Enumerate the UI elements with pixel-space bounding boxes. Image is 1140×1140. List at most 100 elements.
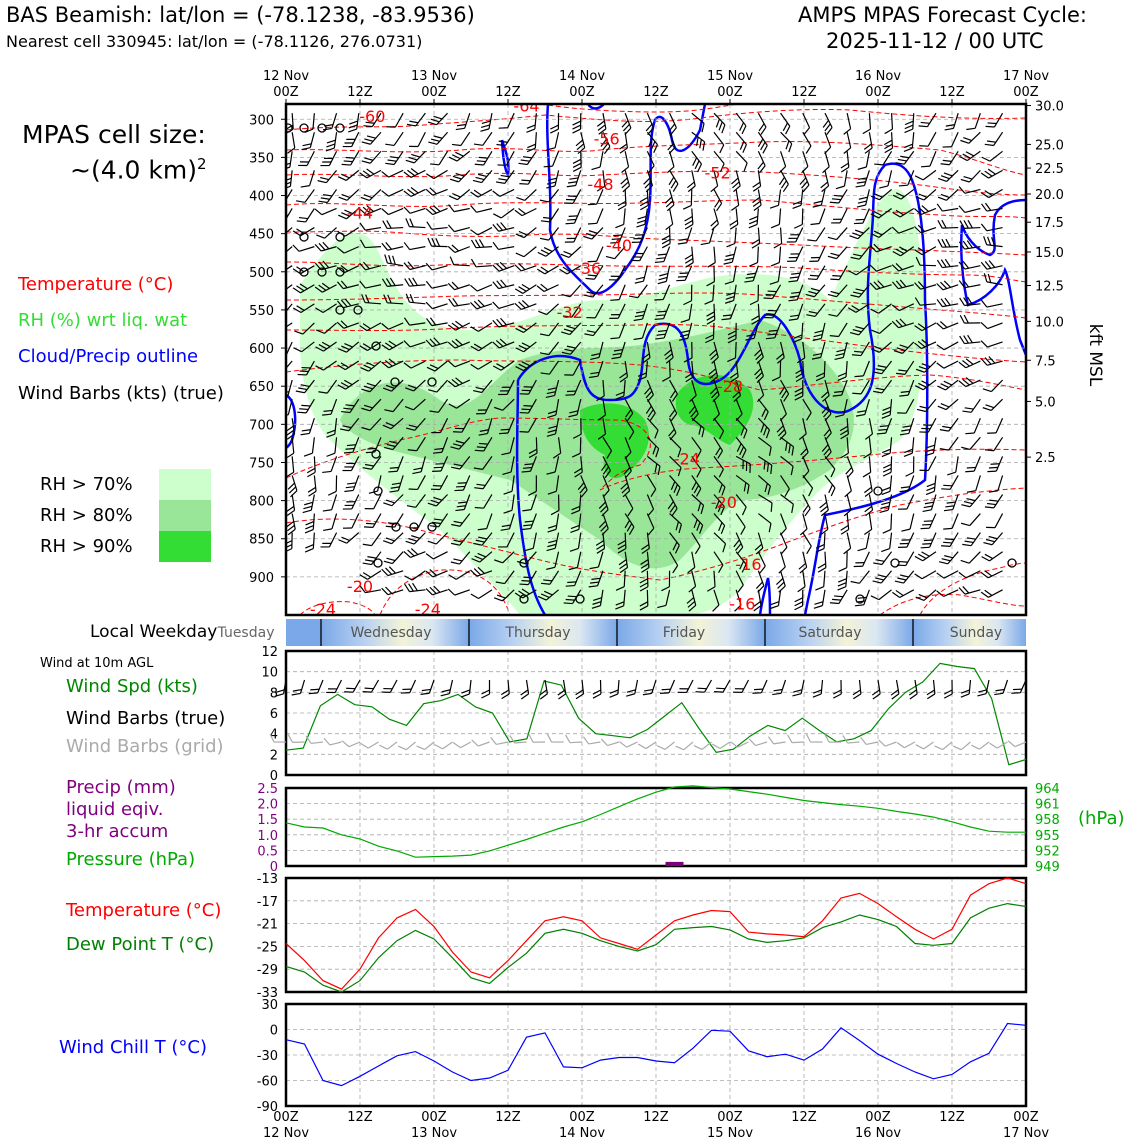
wind-barb: [307, 475, 317, 497]
barb-staff: [459, 532, 471, 546]
barb-staff: [691, 532, 701, 547]
barb-flag: [569, 410, 579, 414]
barb-staff: [488, 113, 493, 129]
wind-barb: [960, 513, 981, 527]
wind-barb: [727, 322, 737, 344]
barb-flag: [496, 318, 504, 327]
wind-barb: [477, 513, 493, 531]
barb-flag: [288, 486, 297, 494]
barb-flag: [474, 239, 481, 248]
barb-flag: [308, 692, 318, 695]
wind-barb: [966, 475, 981, 493]
barb-flag: [292, 244, 300, 252]
wind-barb: [798, 551, 808, 574]
barb-flag: [602, 466, 610, 475]
barb-flag: [573, 467, 583, 474]
top-axis-day: 16 Nov: [855, 69, 901, 84]
barb-flag: [387, 294, 392, 304]
barb-flag: [937, 220, 943, 229]
barb-flag: [364, 138, 374, 142]
wind-barb: [615, 208, 626, 229]
legend-rh70-swatch: [159, 469, 211, 500]
barb-staff: [352, 475, 360, 491]
wind-barb: [691, 131, 706, 151]
barb-flag: [620, 482, 628, 490]
barb-staff: [735, 417, 748, 431]
barb-flag: [666, 166, 675, 174]
wind-barb: [568, 551, 582, 571]
wind-barb: [536, 283, 559, 293]
wind-barb: [597, 399, 607, 421]
barb-flag: [720, 506, 725, 516]
barb-staff: [646, 417, 659, 431]
barb-flag: [941, 219, 947, 229]
barb-staff: [432, 188, 448, 196]
wind-barb: [713, 513, 726, 535]
barb-flag: [318, 391, 328, 394]
kft-tick-label: 25.0: [1035, 138, 1064, 153]
barb-flag: [433, 115, 443, 120]
barb-flag: [570, 524, 580, 530]
barb-flag: [322, 509, 332, 512]
barb-flag: [323, 528, 333, 532]
barb-flag: [945, 238, 951, 248]
wind-barbs-grid-label: Wind Barbs (grid): [66, 736, 224, 757]
barb-flag: [320, 546, 330, 548]
barb-flag: [360, 742, 369, 749]
barb-flag: [882, 471, 892, 477]
barb-staff: [410, 551, 426, 558]
barb-flag: [523, 576, 533, 579]
wind-barb: [470, 322, 493, 332]
wind-barb: [631, 227, 648, 244]
barb-flag: [806, 545, 812, 555]
wind-barb: [286, 227, 293, 239]
wind-barb: [546, 418, 560, 437]
barb-flag: [743, 429, 748, 439]
barb-flag: [591, 577, 601, 580]
barb-flag: [669, 390, 676, 399]
barb-flag: [543, 579, 553, 582]
barb-flag: [694, 160, 700, 170]
wind-barb: [550, 113, 560, 134]
barb-staff: [624, 170, 631, 186]
wind-barb: [881, 532, 893, 553]
barb-staff: [713, 475, 726, 488]
barb-flag: [432, 470, 442, 472]
barb-flag: [387, 159, 397, 162]
barb-staff: [417, 131, 426, 147]
wind-barb: [492, 317, 515, 328]
wind-barb: [590, 341, 604, 360]
barb-staff: [527, 417, 537, 433]
barb-flag: [470, 239, 477, 248]
wind-barb: [343, 437, 360, 454]
wind-barb: [286, 322, 293, 333]
barb-flag: [362, 343, 372, 349]
wind-barb-true: [960, 679, 972, 698]
wind-barb: [608, 265, 626, 281]
legend-wind-barbs: Wind Barbs (kts) (true): [18, 383, 224, 404]
barb-staff: [456, 398, 471, 409]
pressure-tick-label: 500: [249, 266, 274, 281]
wind-barb: [678, 322, 693, 341]
barb-staff: [617, 265, 626, 281]
wind-barb: [620, 475, 631, 498]
barb-staff: [735, 360, 739, 377]
barb-staff: [624, 360, 629, 377]
barb-flag: [451, 523, 461, 527]
wind-barb: [381, 242, 404, 251]
wind-barb: [985, 112, 1004, 128]
barb-flag: [657, 604, 667, 609]
barb-flag: [519, 183, 529, 185]
barb-flag: [736, 443, 742, 452]
wind-barb-true: [460, 679, 472, 698]
barb-staff: [713, 532, 726, 545]
wind-barb: [406, 417, 426, 431]
wind-barb: [342, 131, 360, 148]
barb-staff: [943, 360, 959, 369]
barb-flag: [883, 139, 893, 146]
barb-flag: [409, 218, 414, 228]
barb-flag: [812, 204, 822, 208]
isotherm-40: [286, 261, 1026, 283]
wind-barb-grid: [767, 736, 786, 745]
